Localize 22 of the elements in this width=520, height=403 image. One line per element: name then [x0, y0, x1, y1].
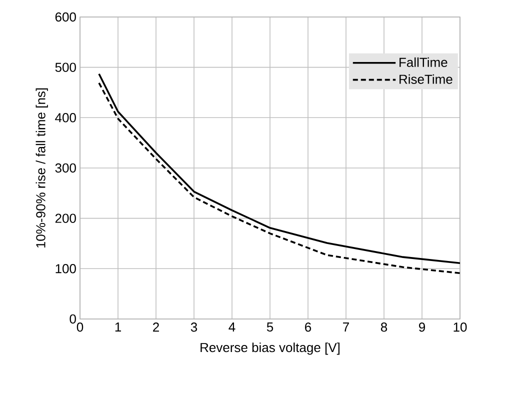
- y-tick-label: 200: [55, 214, 76, 223]
- x-tick-label: 0: [76, 322, 84, 332]
- x-tick-label: 6: [305, 322, 312, 332]
- y-tick-label: 100: [56, 264, 76, 274]
- x-tick-label: 4: [228, 322, 236, 332]
- y-tick-label: 500: [55, 62, 76, 72]
- y-tick-label: 400: [55, 113, 76, 122]
- x-tick-label: 2: [153, 322, 159, 332]
- x-tick-label: 9: [418, 322, 425, 332]
- x-tick-label: 5: [266, 322, 274, 332]
- x-tick-label: 10: [454, 322, 467, 332]
- x-tick-label: 1: [115, 322, 121, 332]
- legend-label: FallTime: [400, 57, 448, 67]
- y-tick-label: 600: [55, 12, 76, 22]
- legend-label: RiseTime: [400, 74, 452, 84]
- x-axis-title: Reverse bias voltage [V]: [200, 342, 340, 355]
- y-tick-label: 0: [70, 314, 76, 324]
- x-tick-label: 3: [190, 322, 198, 332]
- y-tick-label: 300: [55, 163, 76, 173]
- y-axis-title: 10%-90% rise / fall time [ns]: [36, 88, 48, 248]
- x-tick-label: 8: [380, 322, 388, 332]
- x-tick-label: 7: [343, 322, 349, 332]
